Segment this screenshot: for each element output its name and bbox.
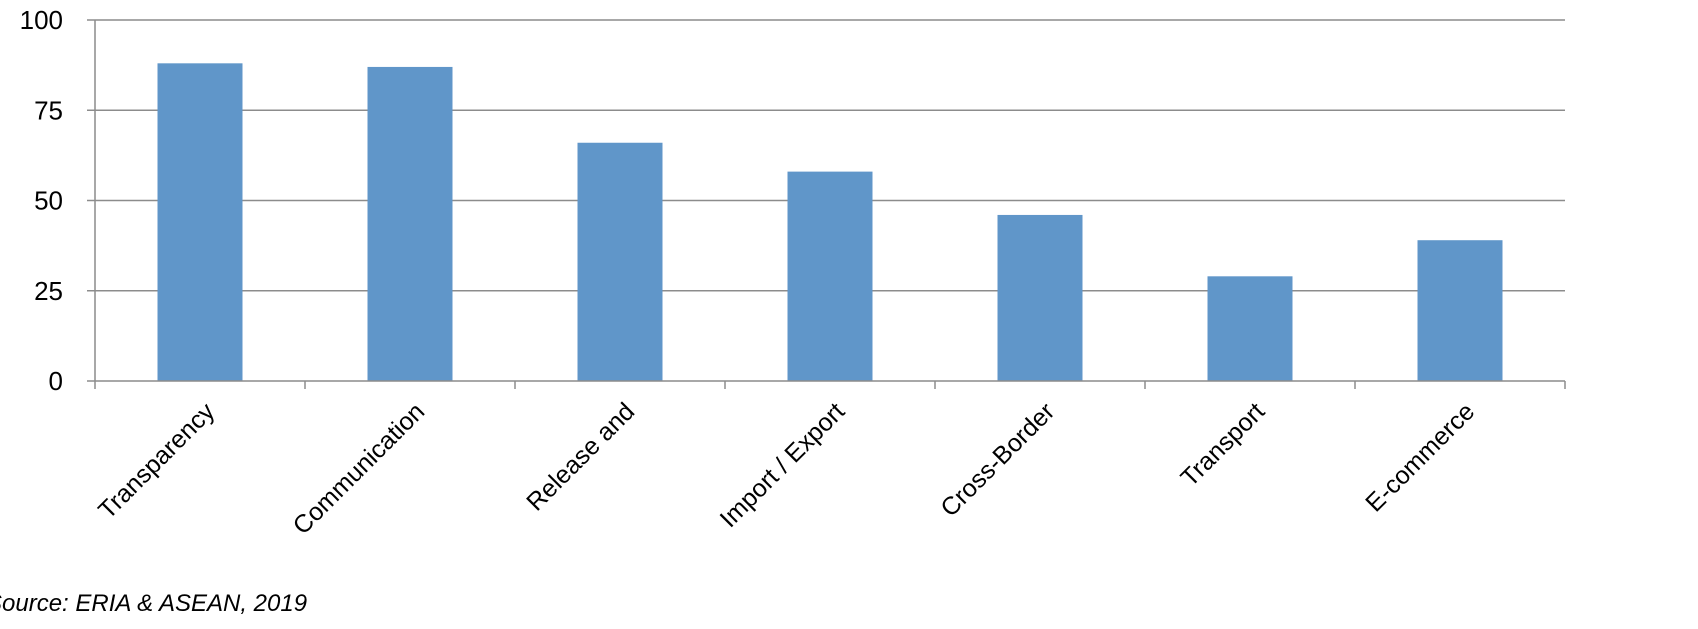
- source-note: Source: ERIA & ASEAN, 2019: [0, 590, 308, 617]
- x-category-label: Cross-Border: [935, 397, 1060, 522]
- x-category-label: Transport: [1175, 397, 1270, 492]
- y-tick-label: 100: [20, 5, 63, 35]
- y-tick-label: 50: [34, 186, 63, 216]
- axes: [87, 19, 1566, 389]
- bar: [367, 66, 453, 382]
- y-tick-label: 25: [34, 276, 63, 306]
- x-category-label: Transparency: [93, 397, 221, 525]
- bar: [157, 63, 243, 381]
- x-category-label: Import / Export: [715, 397, 851, 533]
- x-category-label: E-commerce: [1360, 397, 1480, 517]
- x-category-label: Communication: [288, 397, 431, 540]
- bars: [157, 63, 1503, 382]
- y-tick-label: 75: [34, 95, 63, 125]
- bar: [1417, 240, 1503, 381]
- x-category-label: Release and: [521, 397, 640, 516]
- bar: [997, 214, 1083, 381]
- y-tick-labels: 0 25 50 75 100: [20, 5, 63, 396]
- bar: [787, 171, 873, 381]
- bar: [1207, 276, 1293, 381]
- y-tick-label: 0: [49, 366, 63, 396]
- x-category-labels: Transparency Communication Release and Impo…: [93, 397, 1480, 540]
- bar: [577, 142, 663, 381]
